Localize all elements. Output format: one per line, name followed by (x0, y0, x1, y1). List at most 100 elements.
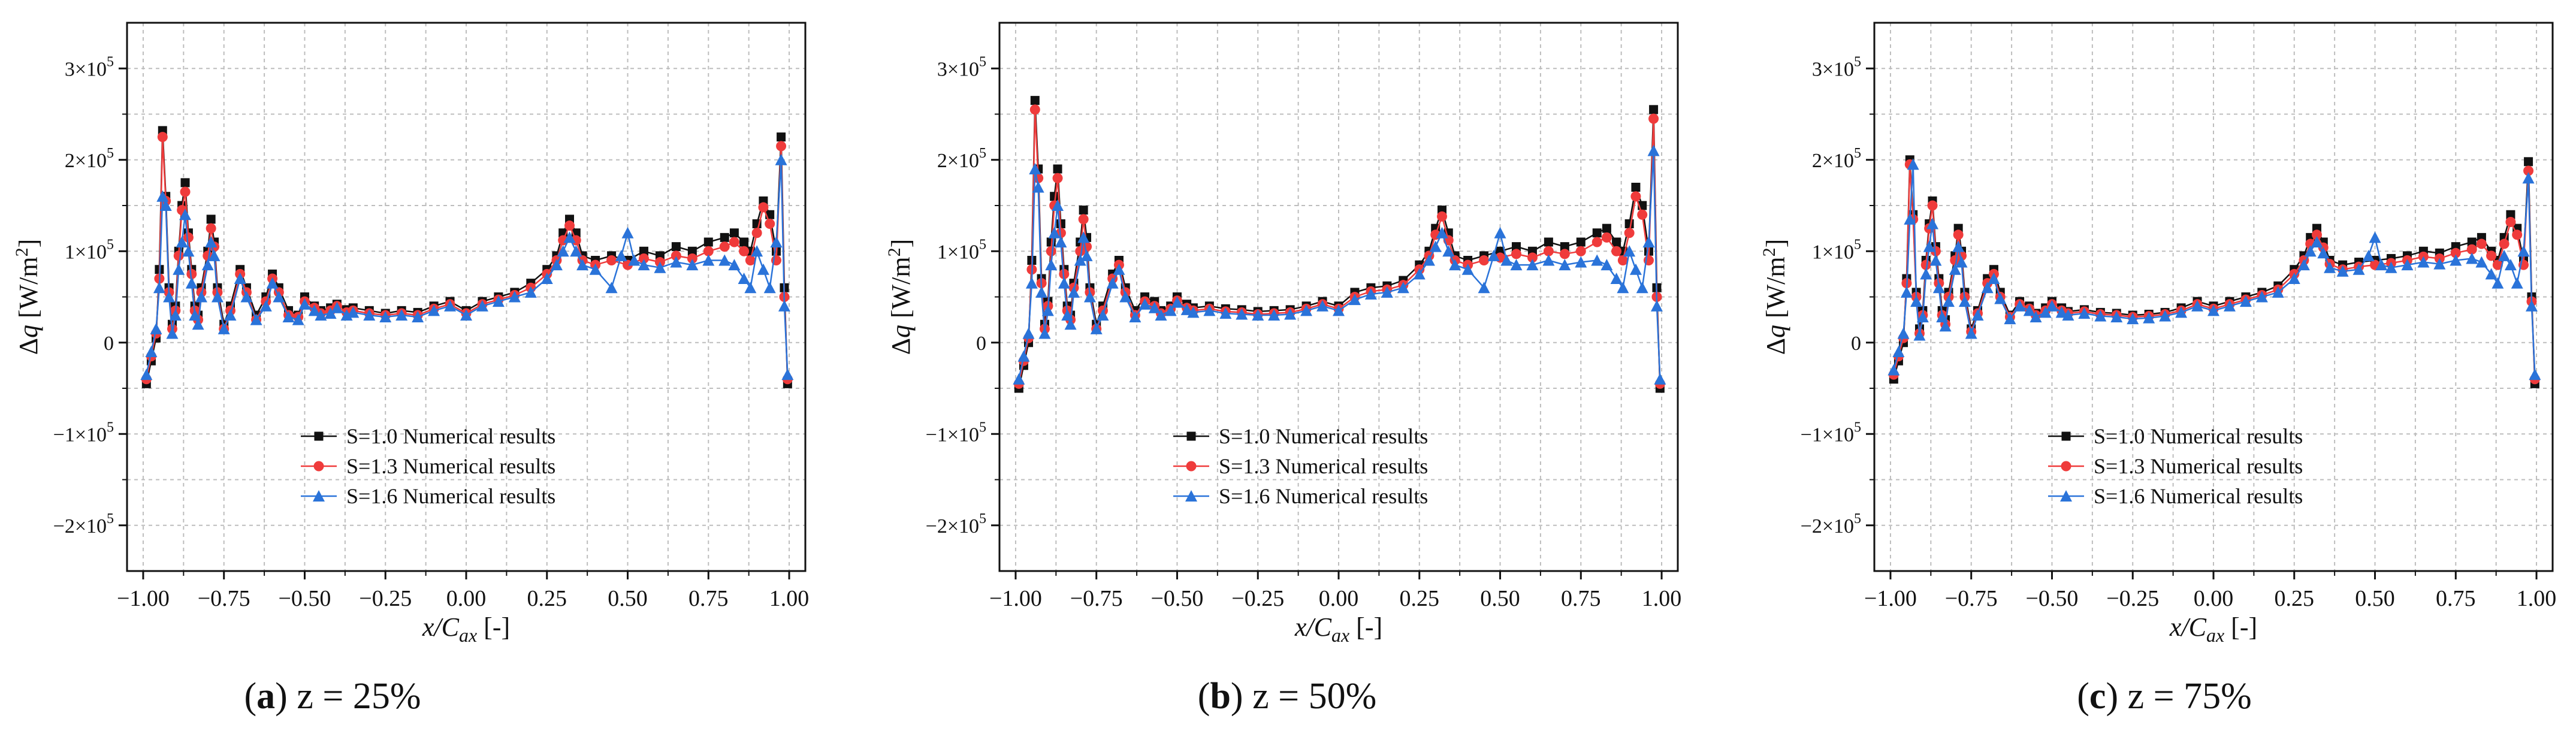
data-point (347, 306, 360, 318)
caption-c-text: z = 75% (2118, 676, 2252, 717)
gridlines (1874, 23, 2553, 571)
y-tick-label: −2×105 (1801, 511, 1861, 537)
x-tick-label: −0.50 (279, 586, 331, 611)
x-axis-label-var: x/C (422, 612, 460, 642)
data-point (1053, 164, 1062, 174)
y-tick-label: −1×105 (53, 419, 114, 446)
data-point (412, 311, 424, 323)
data-point (331, 301, 343, 313)
data-point (540, 273, 553, 284)
x-tick-label: 1.00 (2517, 586, 2557, 611)
data-point (1058, 277, 1070, 289)
y-tick-label: −2×105 (53, 511, 114, 537)
x-axis-label-var: x/C (2169, 612, 2207, 642)
y-tick-exponent: 5 (979, 54, 986, 70)
data-point (1252, 309, 1264, 321)
data-point (2492, 259, 2503, 270)
data-point (2369, 231, 2381, 243)
series-circle (1888, 159, 2540, 385)
data-point (1041, 304, 1054, 316)
data-point (476, 300, 488, 312)
y-tick-label: −1×105 (1801, 419, 1861, 446)
data-point (2039, 306, 2052, 318)
y-tick-exponent: 5 (979, 237, 986, 252)
data-point (1017, 350, 1030, 362)
y-tick-label: 1×105 (1812, 237, 1861, 263)
data-point (1988, 273, 2000, 284)
data-point (1592, 228, 1602, 238)
data-point (777, 132, 786, 142)
data-point (180, 178, 190, 188)
data-point (1436, 226, 1448, 238)
data-point (186, 268, 197, 279)
data-point (639, 246, 648, 256)
data-point (1138, 298, 1151, 310)
data-point (1381, 286, 1393, 298)
y-axis-label-close: ] (1761, 239, 1790, 248)
data-point (1429, 240, 1442, 252)
data-point (728, 259, 741, 271)
series-square (1014, 96, 1665, 393)
data-point (2239, 295, 2252, 307)
x-tick-label: 0.75 (688, 586, 729, 611)
data-point (273, 291, 285, 303)
data-point (1575, 246, 1586, 256)
data-point (2159, 310, 2172, 322)
y-axis-label-var: q (886, 325, 916, 338)
data-point (686, 259, 699, 271)
data-point (2504, 259, 2517, 271)
data-point (615, 249, 627, 261)
x-tick-label: 0.00 (446, 586, 487, 611)
data-point (1623, 245, 1636, 257)
data-point (687, 246, 697, 256)
data-point (266, 277, 279, 289)
data-point (379, 311, 392, 323)
x-tick-label: 0.25 (1400, 586, 1440, 611)
data-point (1300, 304, 1313, 316)
data-point (1953, 229, 1964, 240)
captions: (a) z = 25% (b) z = 50% (c) z = 75% (244, 676, 2252, 717)
data-point (206, 223, 216, 234)
data-point (2362, 249, 2375, 261)
data-point (1164, 304, 1177, 316)
x-axis-label-sub: ax (2206, 624, 2224, 646)
data-point (757, 263, 769, 275)
data-point (1413, 268, 1426, 280)
data-point (183, 232, 194, 243)
y-tick-exponent: 5 (1854, 511, 1861, 527)
data-point (2297, 259, 2310, 271)
data-point (156, 190, 169, 202)
data-point (1897, 327, 1910, 339)
y-tick-mantissa: 2×10 (937, 150, 979, 172)
x-axis-label-unit: [-] (477, 612, 510, 642)
data-point (2304, 245, 2317, 257)
data-point (2013, 300, 2026, 312)
x-tick-label: 0.75 (1561, 586, 1601, 611)
legend-label: S=1.0 Numerical results (2094, 424, 2303, 448)
data-point (1648, 113, 1659, 124)
data-point (2529, 369, 2541, 380)
x-axis-label-sub: ax (1331, 624, 1349, 646)
y-tick-exponent: 5 (1854, 237, 1861, 252)
x-tick-label: 0.50 (2355, 586, 2395, 611)
legend-marker (313, 490, 325, 502)
data-point (206, 215, 216, 224)
data-point (563, 231, 576, 243)
x-tick-label: 1.00 (769, 586, 810, 611)
data-point (1180, 303, 1193, 315)
data-point (1025, 277, 1038, 289)
data-point (2523, 165, 2534, 176)
data-point (654, 261, 666, 273)
y-tick-mantissa: −2×10 (1801, 515, 1854, 537)
x-tick-label: 0.50 (608, 586, 648, 611)
data-point (2046, 300, 2058, 312)
data-point (1487, 249, 1500, 261)
data-point (1637, 209, 1648, 220)
data-point (308, 304, 321, 316)
data-point (1268, 309, 1281, 321)
data-point (189, 309, 201, 321)
x-tick-label: 0.75 (2436, 586, 2476, 611)
y-tick-exponent: 5 (1854, 419, 1861, 435)
data-point (1542, 254, 1555, 266)
data-point (492, 295, 505, 307)
